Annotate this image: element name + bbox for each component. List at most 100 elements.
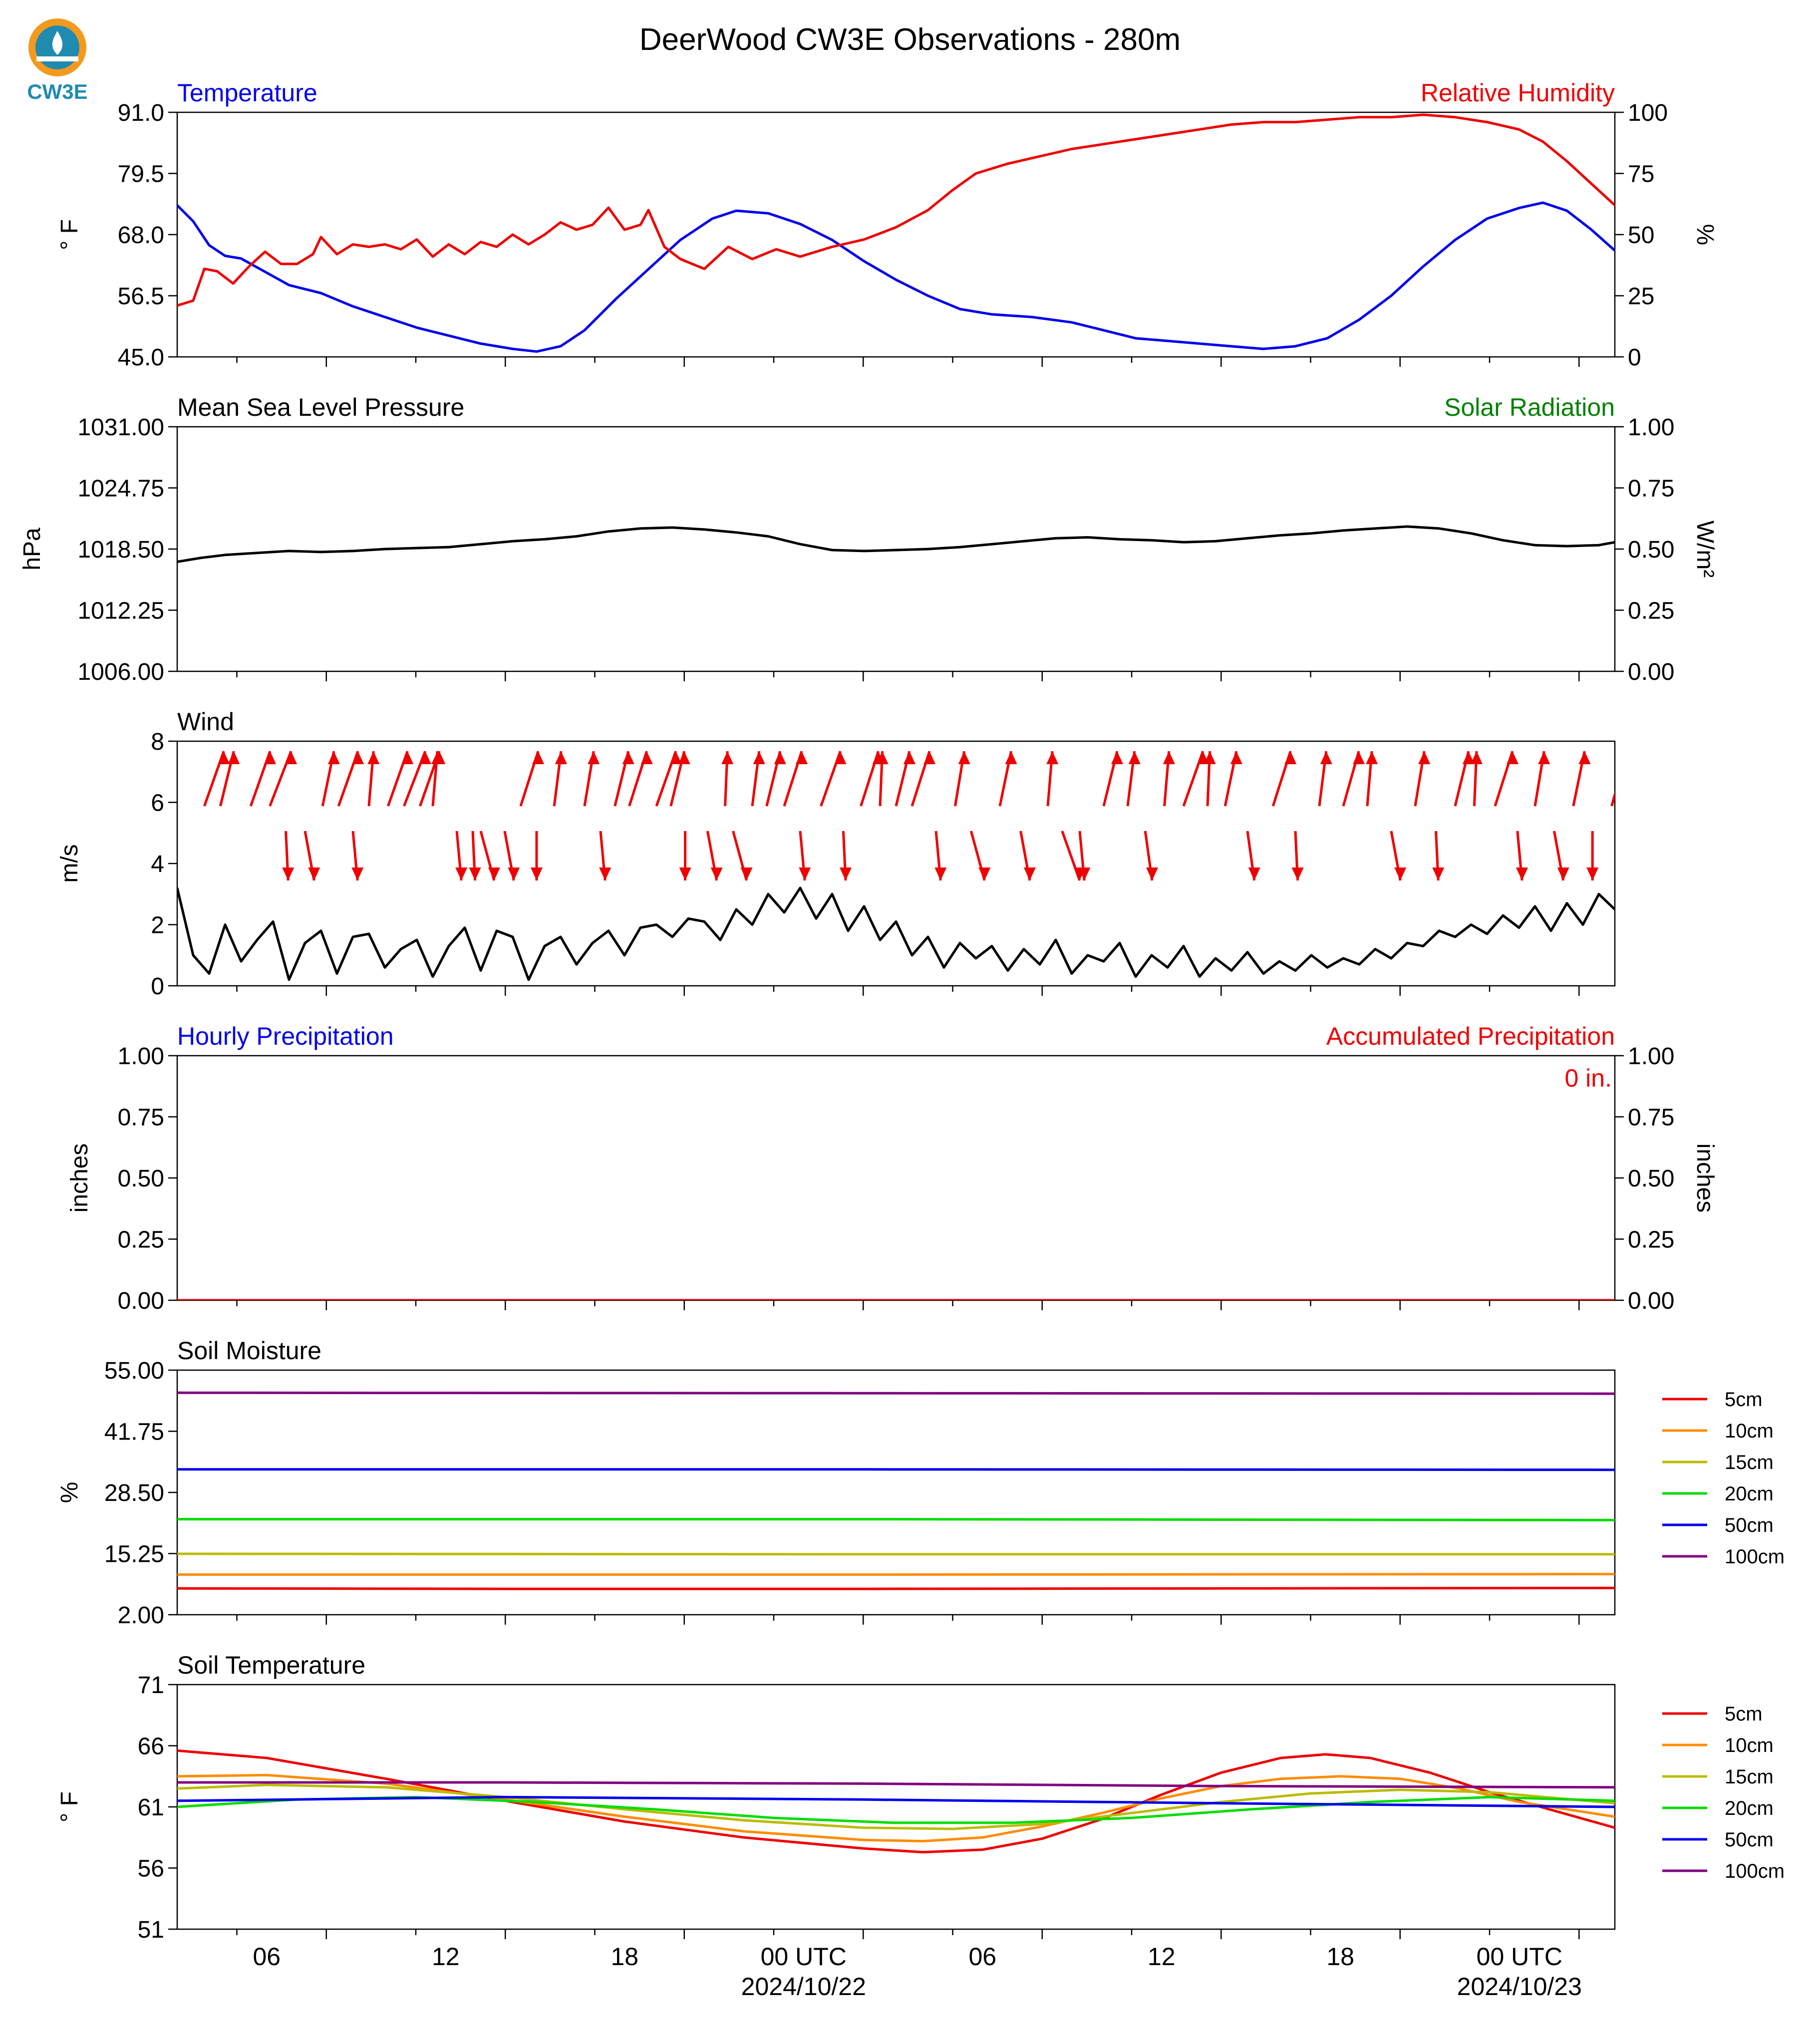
panel-title-left: Soil Moisture (177, 1337, 321, 1365)
y-axis-label-right: inches (1692, 1144, 1718, 1213)
series-line-main (177, 886, 1615, 981)
legend-label: 15cm (1725, 1451, 1774, 1473)
y-tick-label-right: 0.75 (1628, 1105, 1674, 1131)
y-tick-label-right: 0.50 (1628, 1165, 1674, 1192)
x-tick-label: 06 (253, 1943, 281, 1971)
wind-arrow-head (934, 868, 947, 880)
y-tick-label: 0.50 (118, 1165, 164, 1192)
wind-arrow-head (1366, 751, 1378, 764)
panel-title-left: Temperature (177, 79, 317, 107)
wind-arrow-head (1516, 868, 1528, 880)
wind-arrow-head (1586, 868, 1599, 880)
series-line-left (177, 525, 1615, 563)
y-tick-label: 1031.00 (77, 414, 164, 441)
wind-arrow-head (1111, 751, 1123, 764)
panels: 45.0 56.5 68.0 79.5 91.0 0 25 50 75 100 Temperatur… (19, 79, 1785, 2001)
series-line-left (177, 201, 1615, 353)
panel-wind: 0 2 4 6 8 Wind m/s (56, 708, 1616, 1000)
wind-arrow-head (753, 751, 765, 764)
y-tick-label: 0.75 (118, 1105, 164, 1131)
plot-area (177, 751, 1615, 981)
series-line-5cm (177, 1749, 1615, 1854)
y-axis-left: 0.00 0.25 0.50 0.75 1.00 (118, 1043, 177, 1314)
legend-label: 5cm (1725, 1703, 1763, 1725)
y-tick-label: 1006.00 (77, 659, 164, 685)
wind-arrow-head (1353, 751, 1365, 764)
y-axis-left: 51 56 61 66 71 (138, 1672, 177, 1943)
y-tick-label: 6 (151, 790, 164, 817)
wind-arrow (1610, 790, 1615, 807)
x-tick-sublabel: 2024/10/22 (741, 1973, 866, 2001)
wind-arrow-head (1078, 868, 1091, 880)
wind-arrow-head (774, 751, 786, 764)
x-tick-label: 12 (432, 1943, 460, 1971)
panel-soil_temperature: 51 56 61 66 71 Soil Temperature ° F 5cm 10cm 15cm… (56, 1651, 1785, 1943)
wind-arrow-head (1128, 751, 1141, 764)
x-ticks (236, 1615, 1580, 1625)
wind-arrow-head (367, 751, 380, 764)
y-tick-label: 61 (138, 1794, 164, 1821)
wind-arrow-head (1163, 751, 1175, 764)
y-axis-right: 0.00 0.25 0.50 0.75 1.00 (1615, 1043, 1674, 1314)
wind-arrow-head (531, 868, 543, 880)
legend-label: 5cm (1725, 1389, 1763, 1411)
wind-arrow-head (1284, 751, 1297, 764)
series-line-50cm (177, 1468, 1615, 1471)
wind-arrow-head (834, 751, 847, 764)
wind-arrow-head (1046, 751, 1059, 764)
y-axis-right: 0.00 0.25 0.50 0.75 1.00 (1615, 414, 1674, 685)
y-tick-label: 0 (151, 973, 164, 1000)
x-ticks (236, 986, 1580, 996)
cw3e-logo: CW3E (27, 18, 88, 103)
wind-arrow-head (419, 751, 431, 764)
wind-arrow-head (588, 751, 600, 764)
y-axis-label-left: ° F (56, 1791, 83, 1822)
legend: 5cm 10cm 15cm 20cm 50cm 100cm (1662, 1389, 1785, 1568)
plot-area (177, 1391, 1615, 1590)
panel-title-left: Mean Sea Level Pressure (177, 393, 464, 421)
panel-title-right: Relative Humidity (1421, 79, 1615, 107)
legend-label: 20cm (1725, 1483, 1774, 1505)
legend-label: 10cm (1725, 1420, 1774, 1442)
y-axis-label-left: inches (66, 1144, 93, 1213)
y-axis-label-left: ° F (56, 219, 83, 250)
y-tick-label: 71 (138, 1672, 164, 1699)
wind-arrow-head (599, 868, 611, 880)
y-tick-label-right: 1.00 (1628, 414, 1674, 441)
precip-annotation: 0 in. (1564, 1064, 1612, 1092)
wind-arrow-head (264, 751, 277, 764)
y-tick-label: 41.75 (104, 1419, 164, 1446)
y-tick-label-right: 0.25 (1628, 598, 1674, 624)
wind-arrow-head (640, 751, 653, 764)
y-tick-label-right: 100 (1628, 100, 1668, 126)
wind-arrow-head (508, 868, 520, 880)
logo-text: CW3E (27, 80, 87, 103)
wind-arrow-head (958, 751, 970, 764)
y-tick-label-right: 0 (1628, 344, 1641, 371)
y-tick-label: 8 (151, 729, 164, 755)
logo-drop-icon (52, 31, 63, 55)
wind-arrow-head (679, 868, 691, 880)
y-axis-label-left: % (56, 1482, 83, 1503)
y-tick-label-right: 0.00 (1628, 1288, 1674, 1314)
x-tick-label: 18 (610, 1943, 638, 1971)
y-axis-label-right: W/m² (1692, 521, 1718, 578)
x-ticks (236, 1929, 1580, 1939)
y-tick-label: 1.00 (118, 1043, 164, 1070)
wind-arrow-head (488, 868, 500, 880)
wind-arrow-head (401, 751, 414, 764)
series-line-100cm (177, 1391, 1615, 1395)
y-tick-label-right: 25 (1628, 284, 1654, 310)
y-tick-label-right: 0.25 (1628, 1227, 1674, 1253)
wind-arrow-head (622, 751, 634, 764)
plot-area (177, 113, 1615, 353)
wind-arrow-head (876, 751, 889, 764)
y-tick-label-right: 50 (1628, 222, 1654, 249)
y-tick-label-right: 1.00 (1628, 1043, 1674, 1070)
wind-arrow-head (228, 751, 240, 764)
plot-area (177, 525, 1615, 563)
wind-arrows (203, 751, 1615, 881)
wind-arrow-head (1507, 751, 1519, 764)
